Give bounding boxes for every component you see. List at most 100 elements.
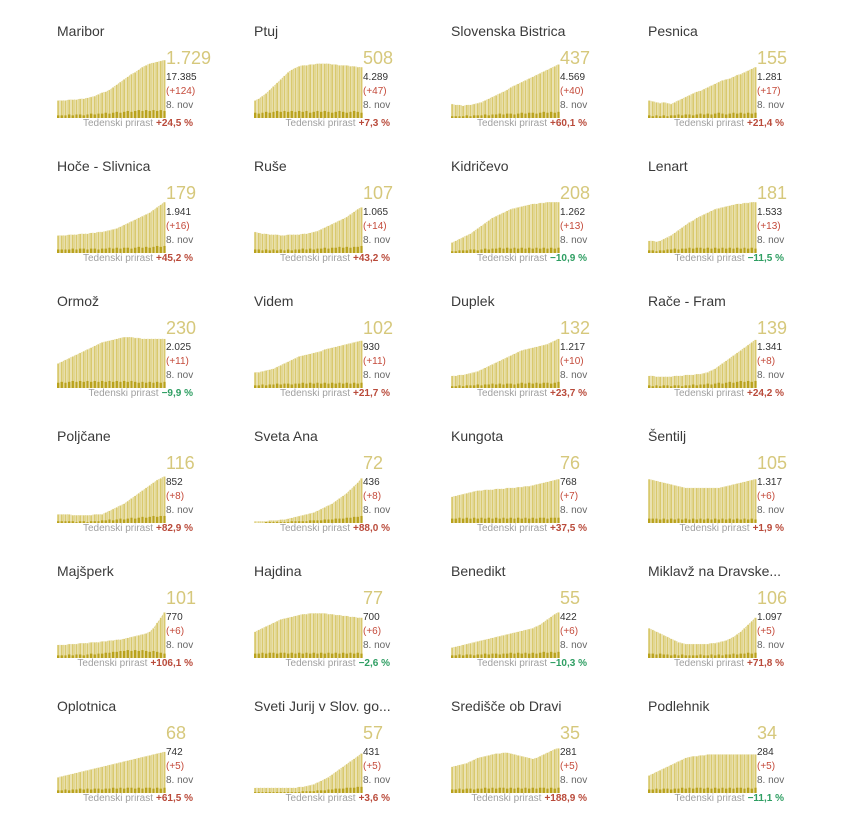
current-active-cases: 116 — [166, 453, 195, 473]
active-bar — [104, 341, 108, 389]
municipality-card-lenart: Lenart 181 1.533 (+13) 8. nov Tedenski p… — [636, 145, 832, 280]
new-cases-bar — [123, 247, 126, 253]
new-cases-bar — [276, 110, 279, 118]
current-active-cases: 101 — [166, 588, 197, 608]
new-cases-bar — [706, 383, 709, 388]
total-cases: 930 — [363, 342, 380, 353]
new-cases-bar — [298, 383, 301, 388]
new-cases-bar — [331, 112, 334, 118]
active-bar — [524, 349, 527, 389]
new-cases-bar — [476, 788, 479, 793]
new-cases-bar — [706, 655, 709, 658]
current-active-cases: 55 — [560, 588, 581, 608]
new-cases-bar — [148, 110, 151, 118]
weekly-growth-label: Tedenski prirast — [476, 118, 548, 129]
new-cases-bar — [520, 247, 523, 253]
new-cases-bar — [356, 516, 359, 523]
active-bar — [141, 338, 144, 389]
new-cases-bar — [353, 382, 356, 388]
active-bar — [728, 754, 732, 794]
new-cases-bar — [86, 249, 89, 253]
active-bar — [290, 616, 294, 659]
new-cases-bar — [721, 655, 724, 658]
new-cases-bar — [265, 522, 268, 523]
municipality-card-benedikt: Benedikt 55 422 (+6) 8. nov Tedenski pri… — [439, 550, 635, 685]
new-cases-bar — [462, 386, 465, 388]
new-cases-bar — [265, 385, 268, 388]
new-cases-bar — [684, 655, 687, 658]
new-cases-bar — [316, 110, 319, 118]
weekly-growth: Tedenski prirast +188,9 % — [471, 793, 587, 804]
active-bar — [743, 627, 746, 659]
new-cases-bar — [349, 652, 352, 658]
active-bar — [316, 63, 319, 119]
new-cases-bar — [126, 247, 129, 253]
current-active-cases: 57 — [363, 723, 384, 743]
new-cases-bar — [345, 653, 348, 658]
new-cases-bar — [553, 788, 556, 793]
new-cases-bar — [462, 518, 465, 523]
new-cases-bar — [152, 788, 155, 793]
new-cases-bar — [115, 651, 118, 658]
new-cases-bar — [115, 519, 118, 523]
weekly-growth-value: +61,5 % — [156, 793, 193, 804]
active-bar — [655, 480, 658, 524]
new-cases-bar — [484, 653, 487, 658]
active-bar — [275, 234, 279, 254]
daily-delta: (+5) — [363, 761, 382, 772]
last-date: 8. nov — [560, 505, 588, 516]
active-bar — [546, 69, 549, 119]
weekly-growth: Tedenski prirast +45,2 % — [83, 253, 193, 264]
active-bar — [349, 65, 352, 119]
new-cases-bar — [506, 653, 509, 658]
last-date: 8. nov — [757, 100, 785, 111]
new-cases-bar — [101, 380, 104, 388]
new-cases-bar — [152, 515, 155, 523]
new-cases-bar — [342, 788, 345, 793]
active-bar — [666, 102, 669, 119]
new-cases-bar — [130, 517, 133, 523]
new-cases-bar — [327, 789, 330, 793]
active-bar — [119, 81, 122, 119]
daily-delta: (+8) — [166, 491, 185, 502]
active-bar — [56, 100, 60, 119]
new-cases-bar — [290, 110, 293, 118]
new-cases-bar — [747, 112, 750, 118]
active-bar — [691, 487, 695, 524]
active-bar — [710, 210, 713, 254]
new-cases-bar — [539, 517, 542, 523]
municipality-card-hajdina: Hajdina 77 700 (+6) 8. nov Tedenski prir… — [242, 550, 438, 685]
weekly-growth: Tedenski prirast +88,0 % — [280, 523, 390, 534]
new-cases-bar — [60, 655, 63, 658]
total-cases: 436 — [363, 477, 380, 488]
new-cases-bar — [655, 518, 658, 523]
new-cases-bar — [717, 788, 720, 793]
active-bar — [356, 341, 360, 389]
new-cases-bar — [714, 383, 717, 388]
new-cases-bar — [451, 386, 454, 388]
card-title: Slovenska Bistrica — [451, 23, 566, 39]
new-cases-bar — [79, 114, 82, 118]
active-bar — [691, 755, 695, 794]
new-cases-bar — [721, 787, 724, 793]
total-cases: 431 — [363, 747, 380, 758]
new-cases-bar — [279, 384, 282, 388]
new-cases-bar — [272, 652, 275, 658]
current-active-cases: 76 — [560, 453, 581, 473]
new-cases-bar — [130, 787, 133, 793]
new-cases-bar — [651, 116, 654, 118]
weekly-growth: Tedenski prirast +7,3 % — [286, 118, 390, 129]
new-cases-bar — [112, 381, 115, 388]
new-cases-bar — [75, 522, 78, 523]
active-bar — [487, 220, 491, 254]
new-cases-bar — [677, 788, 680, 793]
new-cases-bar — [130, 111, 133, 118]
new-cases-bar — [276, 653, 279, 658]
sparkline-chart — [253, 612, 363, 659]
new-cases-bar — [747, 380, 750, 388]
active-bar — [743, 72, 746, 119]
new-cases-bar — [506, 518, 509, 523]
new-cases-bar — [651, 386, 654, 388]
new-cases-bar — [542, 787, 545, 793]
new-cases-bar — [64, 521, 67, 523]
